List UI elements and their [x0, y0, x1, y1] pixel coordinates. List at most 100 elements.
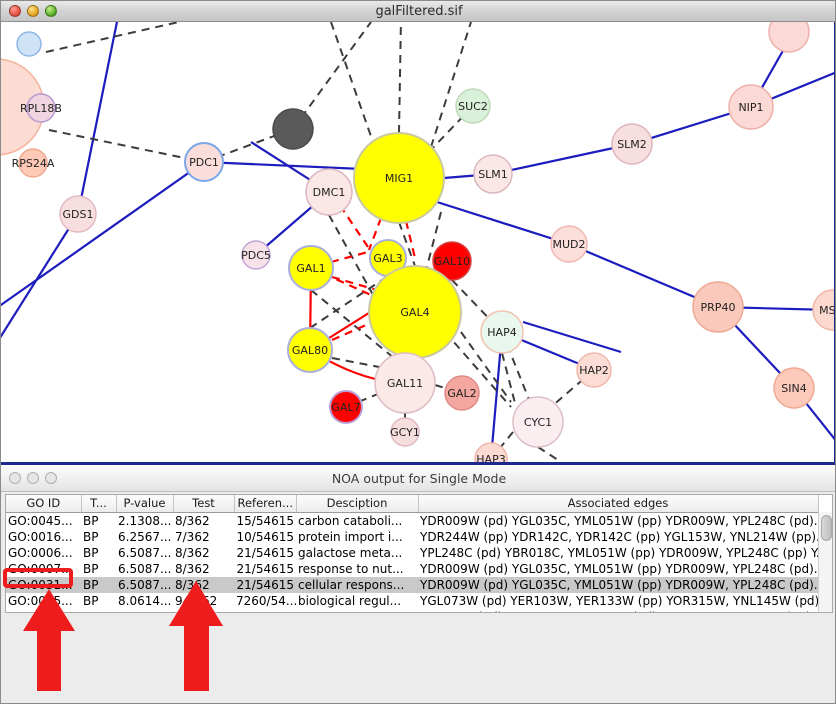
cell-reference: 21/54615: [236, 561, 295, 576]
cell-type: BP: [83, 545, 99, 560]
noa-table-body: GO:0045... BP 2.1308... 8/362 15/54615 c…: [6, 512, 818, 613]
node-label-slm1: SLM1: [478, 168, 508, 181]
cell-type: BP: [83, 593, 99, 608]
zoom-icon[interactable]: [45, 5, 57, 17]
minimize-icon[interactable]: [27, 5, 39, 17]
node-suc2[interactable]: [455, 88, 491, 124]
node-gal10[interactable]: [432, 241, 472, 281]
table-header-row: GO ID T... P-value Test Referen... Desci…: [6, 495, 819, 513]
table-row[interactable]: GO:0006... BP 6.5087... 8/362 21/54615 g…: [6, 545, 818, 561]
cell-go-id: GO:0031...: [6, 576, 81, 593]
table-row-selected[interactable]: GO:0031... BP 6.5087... 8/362 21/54615 c…: [6, 576, 818, 593]
minimize-icon[interactable]: [27, 472, 39, 484]
column-header-associated-edges[interactable]: Associated edges: [418, 495, 819, 513]
node-hap3[interactable]: [474, 442, 508, 462]
node-mud2[interactable]: [550, 225, 588, 263]
node-top-right[interactable]: [768, 22, 810, 53]
node-slm1[interactable]: [473, 154, 513, 194]
column-header-type[interactable]: T...: [81, 495, 117, 513]
node-label-mig1: MIG1: [385, 172, 413, 185]
node-gds1[interactable]: [59, 195, 97, 233]
table-row[interactable]: GO:0065... BP 8.0614... 94/362 7260/54..…: [6, 593, 818, 609]
cell-p-value: 6.2567...: [118, 529, 172, 544]
cell-reference: 7260/54...: [236, 593, 296, 608]
cell-description: response to nut...: [298, 561, 404, 576]
noa-panel-titlebar: NOA output for Single Mode: [1, 465, 835, 492]
node-gal11[interactable]: [374, 352, 436, 414]
node-prp40[interactable]: [692, 281, 744, 333]
cell-test: 11/362: [173, 609, 234, 613]
cell-type: BP: [81, 576, 116, 593]
cell-go-id: GO:0065...: [8, 593, 73, 608]
node-label-sin4: SIN4: [781, 382, 806, 395]
cell-description: protein import i...: [298, 529, 403, 544]
network-nodes[interactable]: [1, 22, 834, 462]
zoom-icon[interactable]: [45, 472, 57, 484]
node-pdc5[interactable]: [241, 240, 271, 270]
node-label-gal2: GAL2: [447, 387, 476, 400]
node-label-pdc1: PDC1: [189, 156, 219, 169]
noa-window-controls: [9, 472, 57, 484]
node-rps24a[interactable]: [18, 148, 48, 178]
cell-p-value: 6.5087...: [118, 561, 172, 576]
cell-p-value: 2.1308...: [118, 513, 172, 528]
table-vertical-scrollbar[interactable]: [818, 512, 832, 612]
column-header-description[interactable]: Desciption: [296, 495, 419, 513]
node-sin4[interactable]: [773, 367, 815, 409]
cell-edges: YDR009W (pd) YGL035C, YML051W (pp) YDR00…: [420, 513, 818, 528]
cell-reference: 21/54615: [234, 576, 296, 593]
column-header-p-value[interactable]: P-value: [116, 495, 174, 513]
network-graph[interactable]: RPL18B RPS24A GDS1 PDC1 PDC5 DMC1 MIG1 S…: [1, 22, 834, 462]
cell-description: response to nut...: [296, 609, 418, 613]
node-gal7[interactable]: [329, 390, 363, 424]
network-node-labels: RPL18B RPS24A GDS1 PDC1 PDC5 DMC1 MIG1 S…: [12, 100, 834, 462]
node-gal1[interactable]: [288, 245, 334, 291]
node-dmc1[interactable]: [305, 168, 353, 216]
cell-type: BP: [83, 561, 99, 576]
node-hap2[interactable]: [576, 352, 612, 388]
node-pdc1[interactable]: [184, 142, 224, 182]
node-unlabeled-dark[interactable]: [272, 108, 314, 150]
noa-results-table-container[interactable]: GO ID T... P-value Test Referen... Desci…: [5, 494, 833, 613]
node-label-pdc5: PDC5: [241, 249, 271, 262]
node-msi[interactable]: [812, 289, 834, 331]
table-row[interactable]: GO:0031... BP 1.3324... 11/362 105/546..…: [6, 609, 818, 613]
noa-panel-title: NOA output for Single Mode: [331, 470, 507, 486]
node-label-msi: MSI: [819, 304, 834, 317]
node-mig1[interactable]: [353, 132, 445, 224]
node-slm2[interactable]: [611, 123, 653, 165]
cell-type: BP: [81, 609, 116, 613]
node-nip1[interactable]: [728, 84, 774, 130]
table-row[interactable]: GO:0045... BP 2.1308... 8/362 15/54615 c…: [6, 512, 818, 529]
close-icon[interactable]: [9, 472, 21, 484]
column-header-go-id[interactable]: GO ID: [6, 495, 82, 513]
node-label-dmc1: DMC1: [313, 186, 346, 199]
node-hap4[interactable]: [480, 310, 524, 354]
cell-p-value: 6.5087...: [116, 576, 173, 593]
table-row[interactable]: GO:0007... BP 6.5087... 8/362 21/54615 r…: [6, 561, 818, 577]
node-gal2[interactable]: [444, 375, 480, 411]
scrollbar-thumb[interactable]: [821, 515, 832, 541]
node-gal80[interactable]: [287, 327, 333, 373]
column-header-test[interactable]: Test: [173, 495, 235, 513]
node-cyc1[interactable]: [512, 396, 564, 448]
node-label-gcy1: GCY1: [390, 426, 420, 439]
node-gcy1[interactable]: [390, 417, 420, 447]
network-canvas[interactable]: RPL18B RPS24A GDS1 PDC1 PDC5 DMC1 MIG1 S…: [1, 22, 835, 462]
node-label-prp40: PRP40: [701, 301, 736, 314]
table-row[interactable]: GO:0016... BP 6.2567... 7/362 10/54615 p…: [6, 529, 818, 545]
cell-type: BP: [83, 513, 99, 528]
node-rpl18b[interactable]: [26, 93, 56, 123]
cell-go-id: GO:0006...: [8, 545, 73, 560]
cell-description: cellular respons...: [296, 576, 418, 593]
close-icon[interactable]: [9, 5, 21, 17]
edges-protein-dna: [45, 22, 595, 462]
column-header-reference[interactable]: Referen...: [234, 495, 297, 513]
cell-edges: YFR034C (pd) YBR093C, YDR009W (pd) YGL03…: [418, 609, 818, 613]
cell-description: carbon cataboli...: [298, 513, 403, 528]
node-label-gal80: GAL80: [292, 344, 328, 357]
node-top-left[interactable]: [16, 31, 42, 57]
node-label-hap4: HAP4: [487, 326, 516, 339]
node-label-nip1: NIP1: [738, 101, 763, 114]
